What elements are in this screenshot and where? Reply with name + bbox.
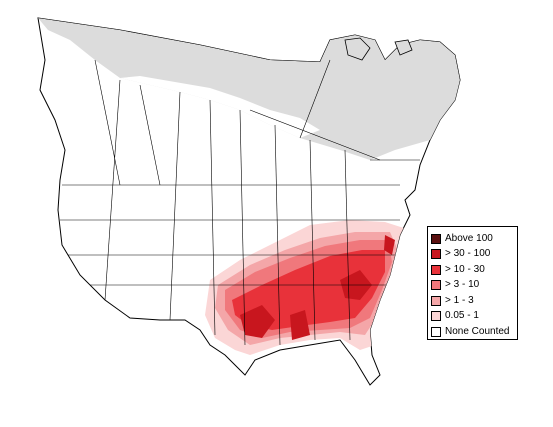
legend-item: > 3 - 10 [431, 278, 514, 294]
legend-item: Above 100 [431, 231, 514, 247]
legend-item: > 1 - 3 [431, 293, 514, 309]
legend-swatch [431, 280, 441, 291]
abundance-10-30 [232, 250, 385, 330]
legend-label: Above 100 [445, 232, 493, 244]
legend: Above 100 > 30 - 100 > 10 - 30 > 3 - 10 > 1 … [427, 226, 518, 340]
island [344, 37, 371, 61]
legend-swatch [431, 264, 441, 275]
legend-item: 0.05 - 1 [431, 309, 514, 325]
legend-swatch [431, 311, 441, 322]
legend-label: 0.05 - 1 [445, 310, 479, 322]
legend-item: > 10 - 30 [431, 262, 514, 278]
legend-label: > 30 - 100 [445, 248, 491, 260]
legend-label: None Counted [445, 325, 510, 337]
legend-swatch [431, 326, 441, 337]
abundance-30-100 [240, 235, 395, 340]
legend-label: > 1 - 3 [445, 294, 474, 306]
legend-swatch [431, 233, 441, 244]
boundaries [60, 59, 420, 346]
legend-item: None Counted [431, 324, 514, 340]
not-surveyed-inner [120, 76, 320, 138]
legend-label: > 3 - 10 [445, 279, 480, 291]
legend-swatch [431, 249, 441, 260]
island [394, 39, 413, 56]
legend-label: > 10 - 30 [445, 263, 485, 275]
legend-item: > 30 - 100 [431, 247, 514, 263]
legend-swatch [431, 295, 441, 306]
